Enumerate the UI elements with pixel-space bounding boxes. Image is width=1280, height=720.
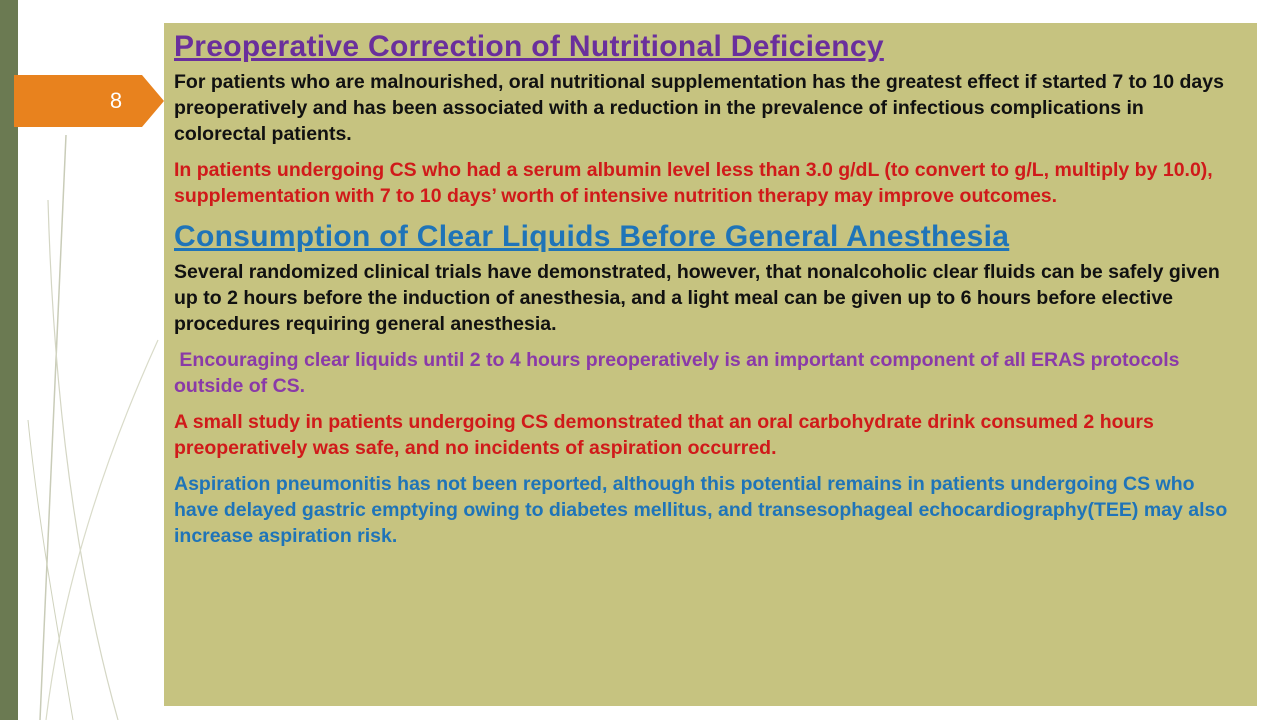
slide-number: 8 <box>109 88 123 113</box>
slide-number-tab <box>14 75 164 127</box>
left-accent-bar <box>0 0 18 720</box>
decorative-lines <box>27 134 159 720</box>
heading-clear-liquids: Consumption of Clear Liquids Before Gene… <box>174 220 1010 253</box>
paragraph-clinical-trials: Several randomized clinical trials have … <box>174 261 1220 335</box>
paragraph-serum-albumin: In patients undergoing CS who had a seru… <box>174 159 1213 207</box>
paragraph-carbohydrate-drink: A small study in patients undergoing CS … <box>174 411 1154 459</box>
paragraph-aspiration-pneumonitis: Aspiration pneumonitis has not been repo… <box>174 473 1228 547</box>
paragraph-malnourished: For patients who are malnourished, oral … <box>174 71 1224 145</box>
paragraph-eras-protocols: Encouraging clear liquids until 2 to 4 h… <box>174 349 1185 397</box>
content-panel: Preoperative Correction of Nutritional D… <box>164 23 1257 706</box>
heading-nutritional-deficiency: Preoperative Correction of Nutritional D… <box>174 30 884 63</box>
